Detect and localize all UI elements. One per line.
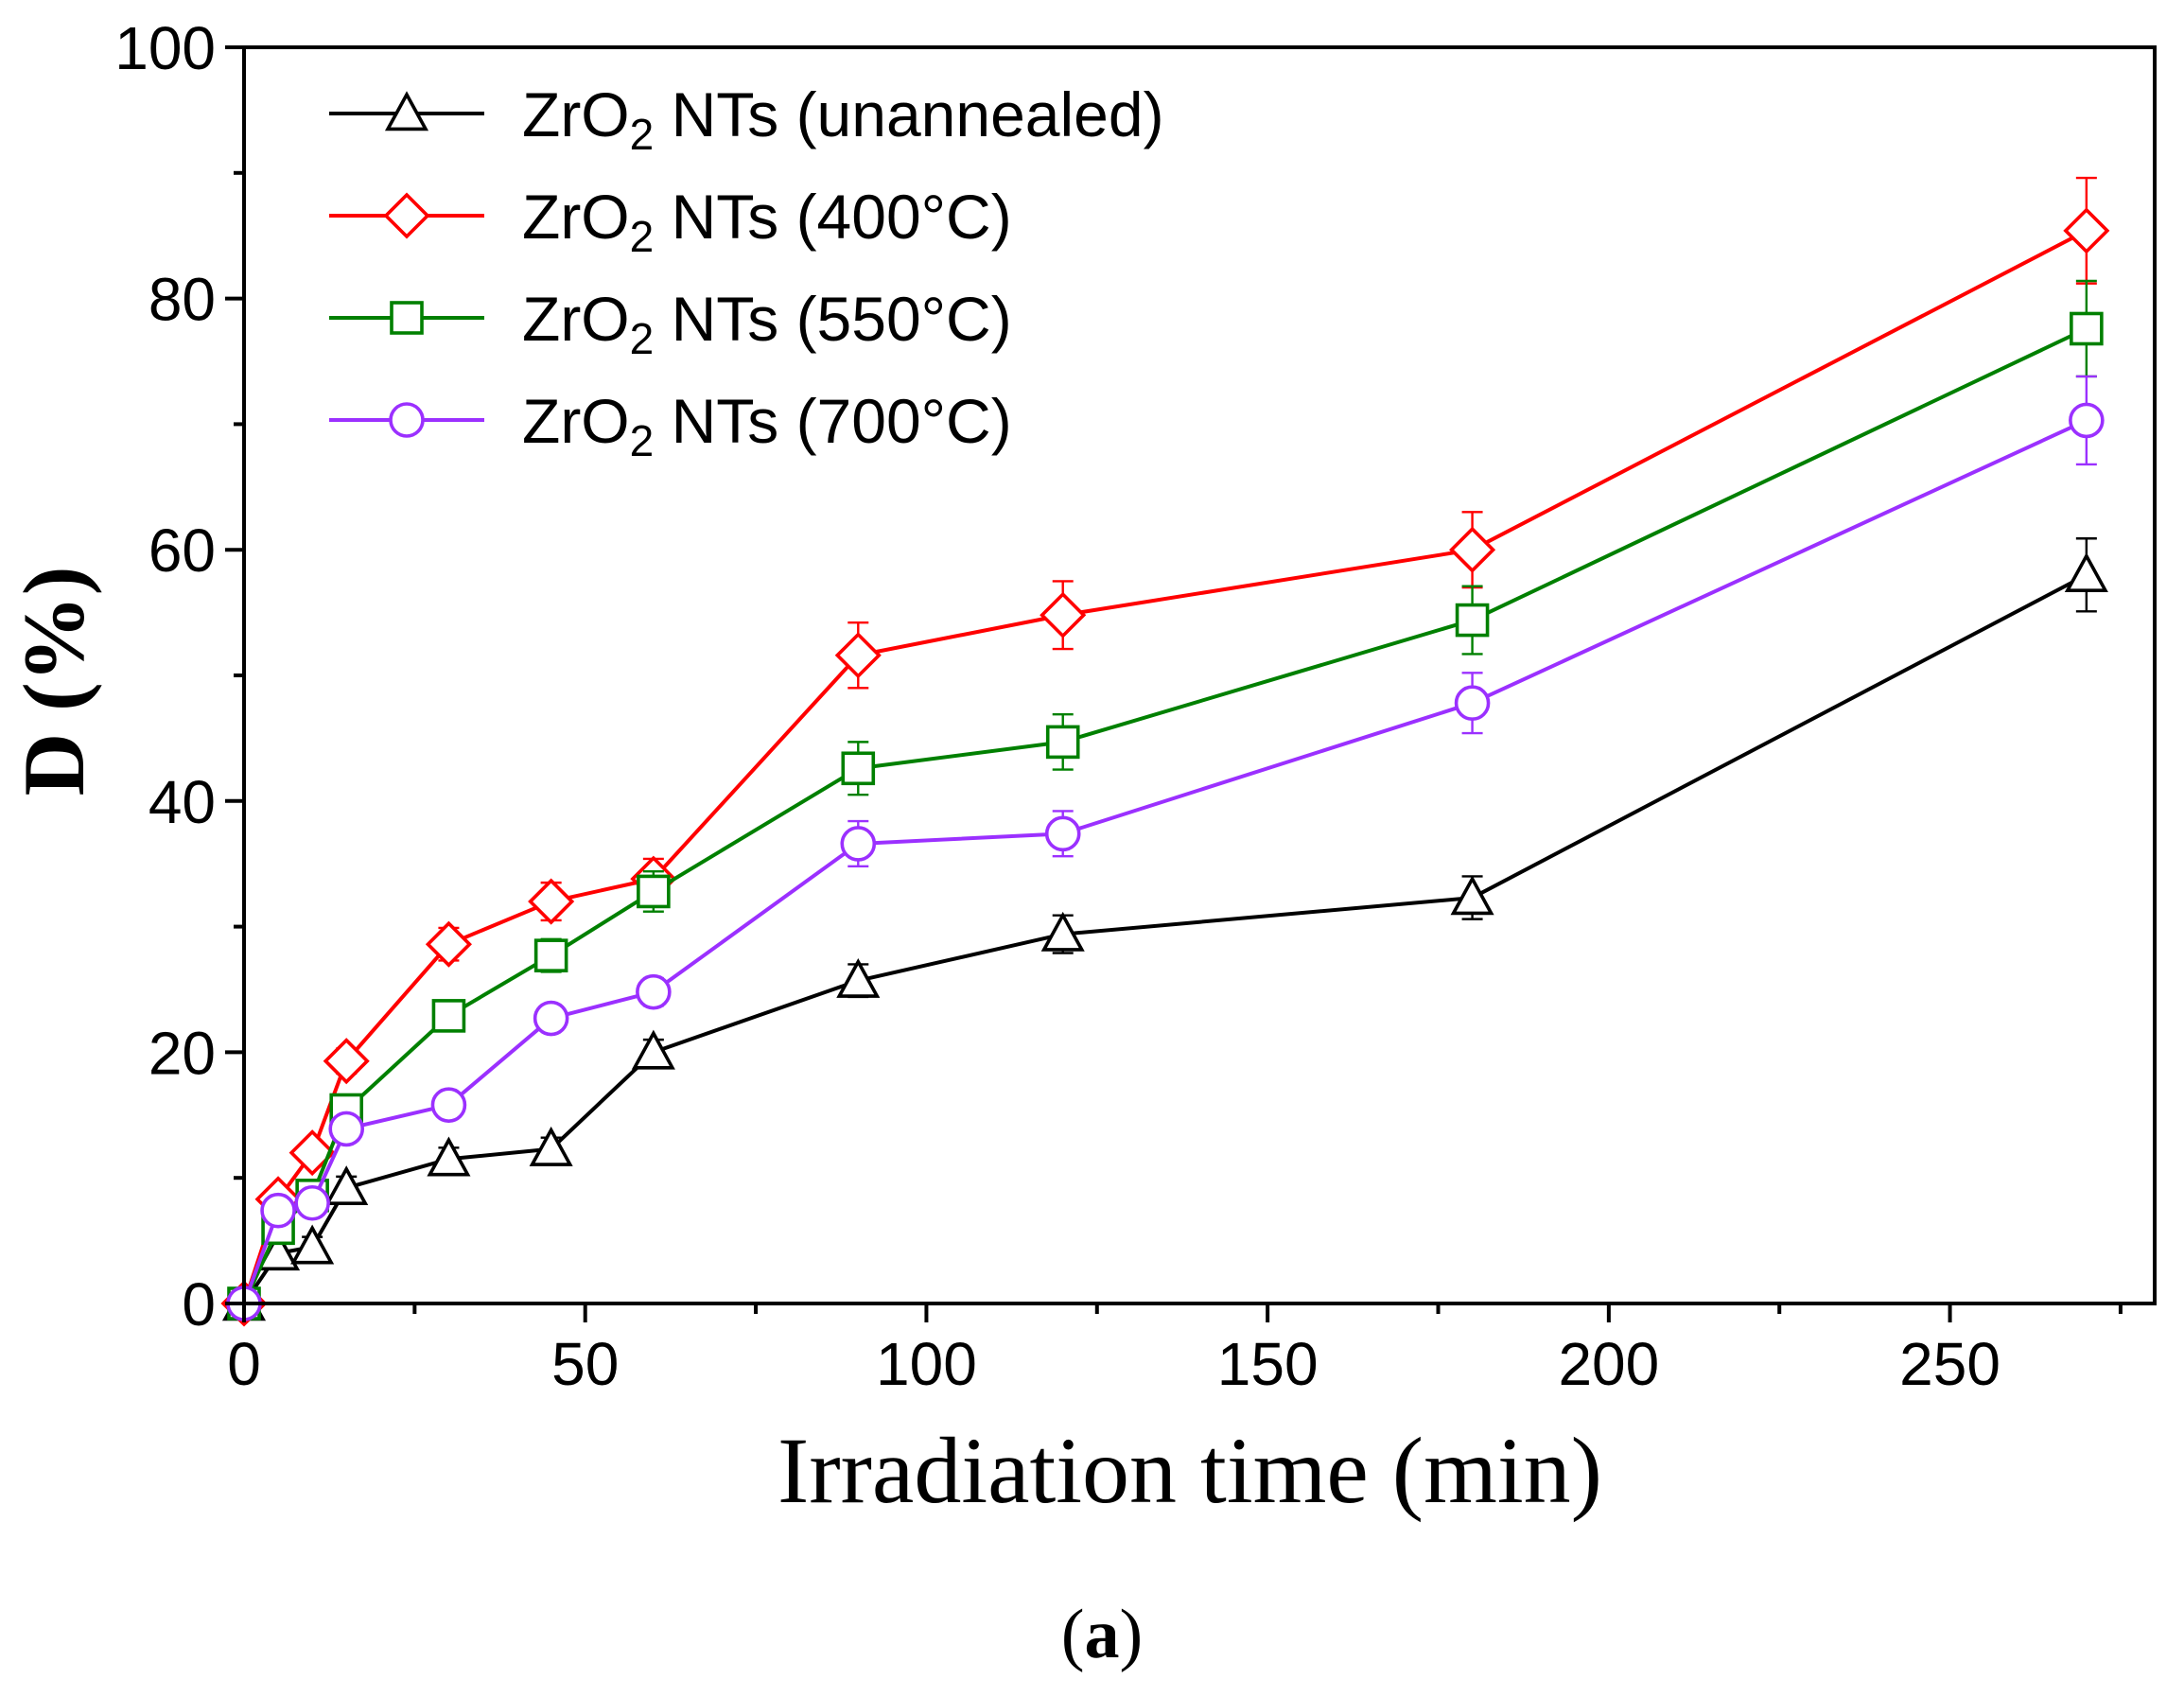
- data-point: [528, 878, 575, 925]
- data-point: [431, 999, 466, 1033]
- legend-marker: [384, 91, 429, 131]
- data-point: [425, 920, 472, 968]
- data-point: [529, 1126, 573, 1166]
- x-axis-label: Irradiation time (min): [778, 1418, 1602, 1523]
- legend-label-prefix: ZrO: [522, 386, 630, 456]
- series-line-1: [242, 229, 2088, 1304]
- y-tick-label: 80: [149, 266, 216, 334]
- series-0: [221, 537, 2108, 1321]
- data-point: [1045, 725, 1080, 760]
- y-tick-label: 20: [149, 1019, 216, 1087]
- data-point: [2064, 552, 2108, 592]
- series-line-2: [242, 326, 2088, 1304]
- data-point: [2070, 311, 2104, 346]
- data-point: [631, 1029, 675, 1070]
- y-tick-label: 60: [149, 516, 216, 585]
- data-point: [1454, 685, 1491, 722]
- data-point: [1450, 875, 1494, 916]
- legend-item-0: ZrO2 NTs (unannealed): [329, 79, 1164, 159]
- data-point: [1449, 526, 1496, 573]
- data-point: [2063, 207, 2110, 254]
- axes: 0 50 100 150 200 250 0 20 40 60 80 100: [114, 14, 2157, 1398]
- y-tick-label: 0: [182, 1270, 216, 1338]
- x-tick-label: 250: [1899, 1330, 2001, 1398]
- data-point: [290, 1224, 335, 1265]
- series-line-0: [242, 572, 2088, 1305]
- series-line-3: [242, 418, 2088, 1304]
- data-point: [841, 751, 876, 786]
- data-point: [430, 1087, 467, 1123]
- x-tick-label: 50: [551, 1330, 619, 1398]
- y-axis-label: D (%): [6, 567, 102, 796]
- legend-marker: [383, 192, 430, 239]
- legend-label-subscript: 2: [630, 416, 655, 465]
- legend-item-1: ZrO2 NTs (400°C): [329, 182, 1012, 261]
- legend-marker: [390, 301, 424, 335]
- legend-label-prefix: ZrO: [522, 79, 630, 149]
- caption-close: ): [1120, 1596, 1144, 1673]
- legend-label: ZrO2 NTs (700°C): [522, 386, 1012, 465]
- data-point: [323, 1038, 370, 1085]
- legend-marker: [389, 402, 425, 438]
- data-point: [427, 1136, 471, 1177]
- legend-label-subscript: 2: [630, 212, 655, 261]
- x-tick-label: 100: [876, 1330, 977, 1398]
- legend-label: ZrO2 NTs (400°C): [522, 182, 1012, 261]
- legend-label-prefix: ZrO: [522, 182, 630, 252]
- data-point: [840, 826, 877, 862]
- legend-label-suffix: NTs (700°C): [654, 386, 1011, 456]
- legend: ZrO2 NTs (unannealed)ZrO2 NTs (400°C)ZrO…: [329, 79, 1164, 465]
- legend-label-subscript: 2: [630, 314, 655, 363]
- legend-label-suffix: NTs (400°C): [654, 182, 1011, 252]
- data-point: [1040, 591, 1087, 639]
- data-point: [328, 1111, 365, 1147]
- x-tick-label: 150: [1217, 1330, 1319, 1398]
- legend-label: ZrO2 NTs (550°C): [522, 284, 1012, 363]
- data-point: [533, 1000, 569, 1037]
- data-point: [533, 938, 568, 972]
- data-point: [636, 973, 672, 1010]
- legend-label: ZrO2 NTs (unannealed): [522, 79, 1164, 159]
- data-point: [2069, 402, 2105, 439]
- data-point: [1044, 815, 1081, 852]
- data-point: [260, 1192, 296, 1229]
- data-point: [1040, 911, 1085, 952]
- data-point: [637, 874, 671, 909]
- legend-label-subscript: 2: [630, 110, 655, 159]
- caption-letter: a: [1085, 1596, 1120, 1673]
- legend-item-3: ZrO2 NTs (700°C): [329, 386, 1012, 465]
- plot-series: [220, 176, 2110, 1327]
- x-tick-label: 200: [1558, 1330, 1659, 1398]
- y-tick-label: 100: [114, 14, 216, 82]
- x-tick-label: 0: [227, 1330, 261, 1398]
- data-point: [294, 1184, 330, 1221]
- legend-item-2: ZrO2 NTs (550°C): [329, 284, 1012, 363]
- data-point: [1455, 603, 1490, 638]
- caption-open: (: [1061, 1596, 1085, 1673]
- data-point: [836, 957, 881, 998]
- data-point: [324, 1165, 369, 1206]
- figure-caption: (a): [1061, 1596, 1143, 1673]
- legend-label-prefix: ZrO: [522, 284, 630, 354]
- data-point: [288, 1129, 336, 1177]
- y-tick-label: 40: [149, 768, 216, 836]
- legend-label-suffix: NTs (unannealed): [654, 79, 1163, 149]
- series-3: [226, 375, 2105, 1321]
- data-point: [834, 632, 882, 679]
- legend-label-suffix: NTs (550°C): [654, 284, 1011, 354]
